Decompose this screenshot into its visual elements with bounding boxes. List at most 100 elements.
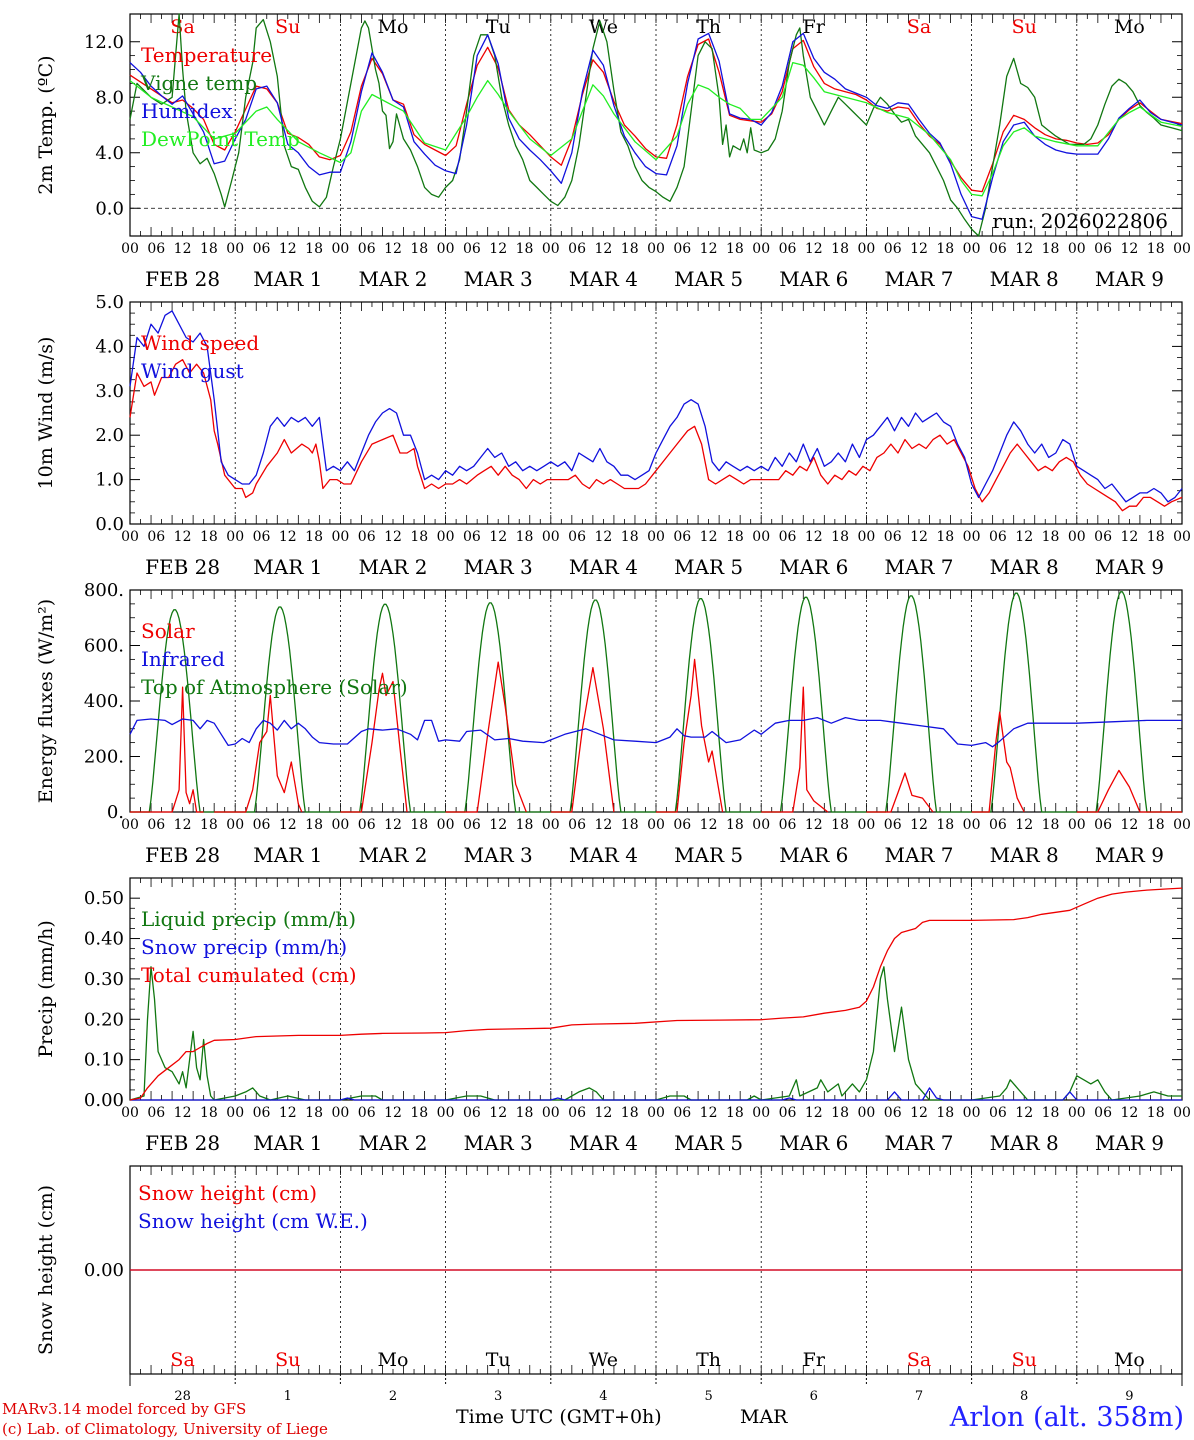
wind-hour-tick-label: 06 bbox=[463, 529, 481, 545]
temp-hour-tick-label: 12 bbox=[384, 241, 402, 257]
wind-legend-entry: Wind gust bbox=[141, 359, 244, 383]
energy-hour-tick-label: 06 bbox=[463, 817, 481, 833]
wind-speedline bbox=[129, 359, 1183, 512]
energy-date-label: FEB 28 bbox=[145, 843, 220, 867]
wind-hour-tick-label: 12 bbox=[1015, 529, 1033, 545]
temp-legend-entry: Humidex bbox=[141, 99, 233, 123]
precip-hour-tick-label: 06 bbox=[358, 1105, 376, 1121]
wind-hour-tick-label: 06 bbox=[358, 529, 376, 545]
precip-hour-tick-label: 12 bbox=[1015, 1105, 1033, 1121]
energy-hour-tick-label: 00 bbox=[647, 817, 665, 833]
wind-y-axis-title: 10m Wind (m/s) bbox=[35, 337, 57, 490]
wind-hour-tick-label: 12 bbox=[279, 529, 297, 545]
wind-hour-tick-label: 00 bbox=[963, 529, 981, 545]
temp-legend-entry: DewPoint Temp bbox=[141, 127, 300, 151]
wind-y-tick-label: 2.0 bbox=[95, 425, 124, 446]
bottom-day-of-week-label: Fr bbox=[803, 1349, 826, 1371]
wind-hour-tick-label: 06 bbox=[147, 529, 165, 545]
day-of-week-label: Mo bbox=[378, 16, 409, 38]
temp-date-label: MAR 4 bbox=[569, 267, 638, 291]
toa-solar-line bbox=[971, 592, 1077, 813]
solar-line bbox=[130, 686, 204, 813]
temp-hour-tick-label: 12 bbox=[489, 241, 507, 257]
bottom-day-number-label: 8 bbox=[1020, 1389, 1028, 1404]
energy-hour-tick-label: 18 bbox=[410, 817, 428, 833]
precip-hour-tick-label: 12 bbox=[700, 1105, 718, 1121]
precip-hour-tick-label: 06 bbox=[1094, 1105, 1112, 1121]
temp-date-label: FEB 28 bbox=[145, 267, 220, 291]
energy-date-label: MAR 1 bbox=[253, 843, 322, 867]
precip-hour-tick-label: 12 bbox=[174, 1105, 192, 1121]
energy-hour-tick-label: 06 bbox=[253, 817, 271, 833]
precip-hour-tick-label: 00 bbox=[437, 1105, 455, 1121]
precip-hour-tick-label: 18 bbox=[1147, 1105, 1165, 1121]
precip-hour-tick-label: 06 bbox=[989, 1105, 1007, 1121]
precip-hour-tick-label: 18 bbox=[305, 1105, 323, 1121]
energy-hour-tick-label: 06 bbox=[147, 817, 165, 833]
energy-hour-tick-label: 18 bbox=[516, 817, 534, 833]
energy-hour-tick-label: 12 bbox=[594, 817, 612, 833]
precip-hour-tick-label: 00 bbox=[857, 1105, 875, 1121]
wind-date-label: MAR 8 bbox=[990, 555, 1059, 579]
bottom-day-of-week-label: Su bbox=[1012, 1349, 1037, 1371]
precip-hour-tick-label: 00 bbox=[647, 1105, 665, 1121]
energy-hour-tick-label: 06 bbox=[358, 817, 376, 833]
energy-date-label: MAR 6 bbox=[779, 843, 848, 867]
temp-hour-tick-label: 00 bbox=[331, 241, 349, 257]
temp-hour-tick-label: 12 bbox=[594, 241, 612, 257]
wind-hour-tick-label: 00 bbox=[1173, 529, 1191, 545]
wind-legend-entry: Wind speed bbox=[141, 331, 259, 355]
precip-y-tick-label: 0.40 bbox=[84, 929, 124, 950]
day-of-week-label: Sa bbox=[170, 16, 194, 38]
precip-hour-tick-label: 00 bbox=[752, 1105, 770, 1121]
energy-hour-tick-label: 00 bbox=[226, 817, 244, 833]
energy-date-label: MAR 3 bbox=[464, 843, 533, 867]
energy-y-tick-label: 200. bbox=[84, 747, 124, 768]
precip-hour-tick-label: 00 bbox=[963, 1105, 981, 1121]
wind-hour-tick-label: 06 bbox=[779, 529, 797, 545]
temp-hour-tick-label: 00 bbox=[857, 241, 875, 257]
energy-date-label: MAR 7 bbox=[884, 843, 953, 867]
wind-hour-tick-label: 00 bbox=[437, 529, 455, 545]
precip-hour-tick-label: 18 bbox=[200, 1105, 218, 1121]
bottom-day-number-label: 2 bbox=[389, 1389, 397, 1404]
precip-date-label: MAR 9 bbox=[1095, 1131, 1164, 1155]
energy-hour-tick-label: 06 bbox=[673, 817, 691, 833]
wind-date-label: MAR 6 bbox=[779, 555, 848, 579]
bottom-day-of-week-label: Su bbox=[275, 1349, 300, 1371]
snow-legend-entry: Snow height (cm) bbox=[138, 1181, 317, 1205]
energy-hour-tick-label: 06 bbox=[779, 817, 797, 833]
precip-hour-tick-label: 06 bbox=[147, 1105, 165, 1121]
solar-line bbox=[656, 658, 724, 813]
energy-y-tick-label: 600. bbox=[84, 636, 124, 657]
temp-hour-tick-label: 12 bbox=[700, 241, 718, 257]
snow-y-axis-title: Snow height (cm) bbox=[35, 1185, 57, 1355]
temp-hour-tick-label: 06 bbox=[147, 241, 165, 257]
energy-hour-tick-label: 00 bbox=[963, 817, 981, 833]
toa-solar-line bbox=[1076, 591, 1182, 813]
station-name: Arlon (alt. 358m) bbox=[949, 1402, 1184, 1433]
precip-hour-tick-label: 18 bbox=[831, 1105, 849, 1121]
temp-date-label: MAR 2 bbox=[358, 267, 427, 291]
wind-y-tick-label: 5.0 bbox=[95, 292, 124, 313]
precip-hour-tick-label: 12 bbox=[805, 1105, 823, 1121]
credit-lab: (c) Lab. of Climatology, University of L… bbox=[2, 1420, 328, 1438]
precip-hour-tick-label: 00 bbox=[1068, 1105, 1086, 1121]
precip-y-tick-label: 0.20 bbox=[84, 1009, 124, 1030]
temp-hour-tick-label: 18 bbox=[200, 241, 218, 257]
energy-date-label: MAR 8 bbox=[990, 843, 1059, 867]
wind-hour-tick-label: 06 bbox=[253, 529, 271, 545]
bottom-day-number-label: 5 bbox=[704, 1389, 712, 1404]
temp-hour-tick-label: 12 bbox=[1015, 241, 1033, 257]
toa-solar-line bbox=[866, 595, 972, 813]
wind-hour-tick-label: 00 bbox=[331, 529, 349, 545]
temp-y-tick-label: 12.0 bbox=[84, 32, 124, 53]
wind-date-label: MAR 7 bbox=[884, 555, 953, 579]
precip-hour-tick-label: 06 bbox=[568, 1105, 586, 1121]
day-of-week-label: Fr bbox=[803, 16, 826, 38]
temp-hour-tick-label: 18 bbox=[621, 241, 639, 257]
toa-solar-line bbox=[656, 598, 762, 813]
energy-hour-tick-label: 06 bbox=[989, 817, 1007, 833]
bottom-day-number-label: 28 bbox=[174, 1389, 191, 1404]
energy-hour-tick-label: 00 bbox=[857, 817, 875, 833]
